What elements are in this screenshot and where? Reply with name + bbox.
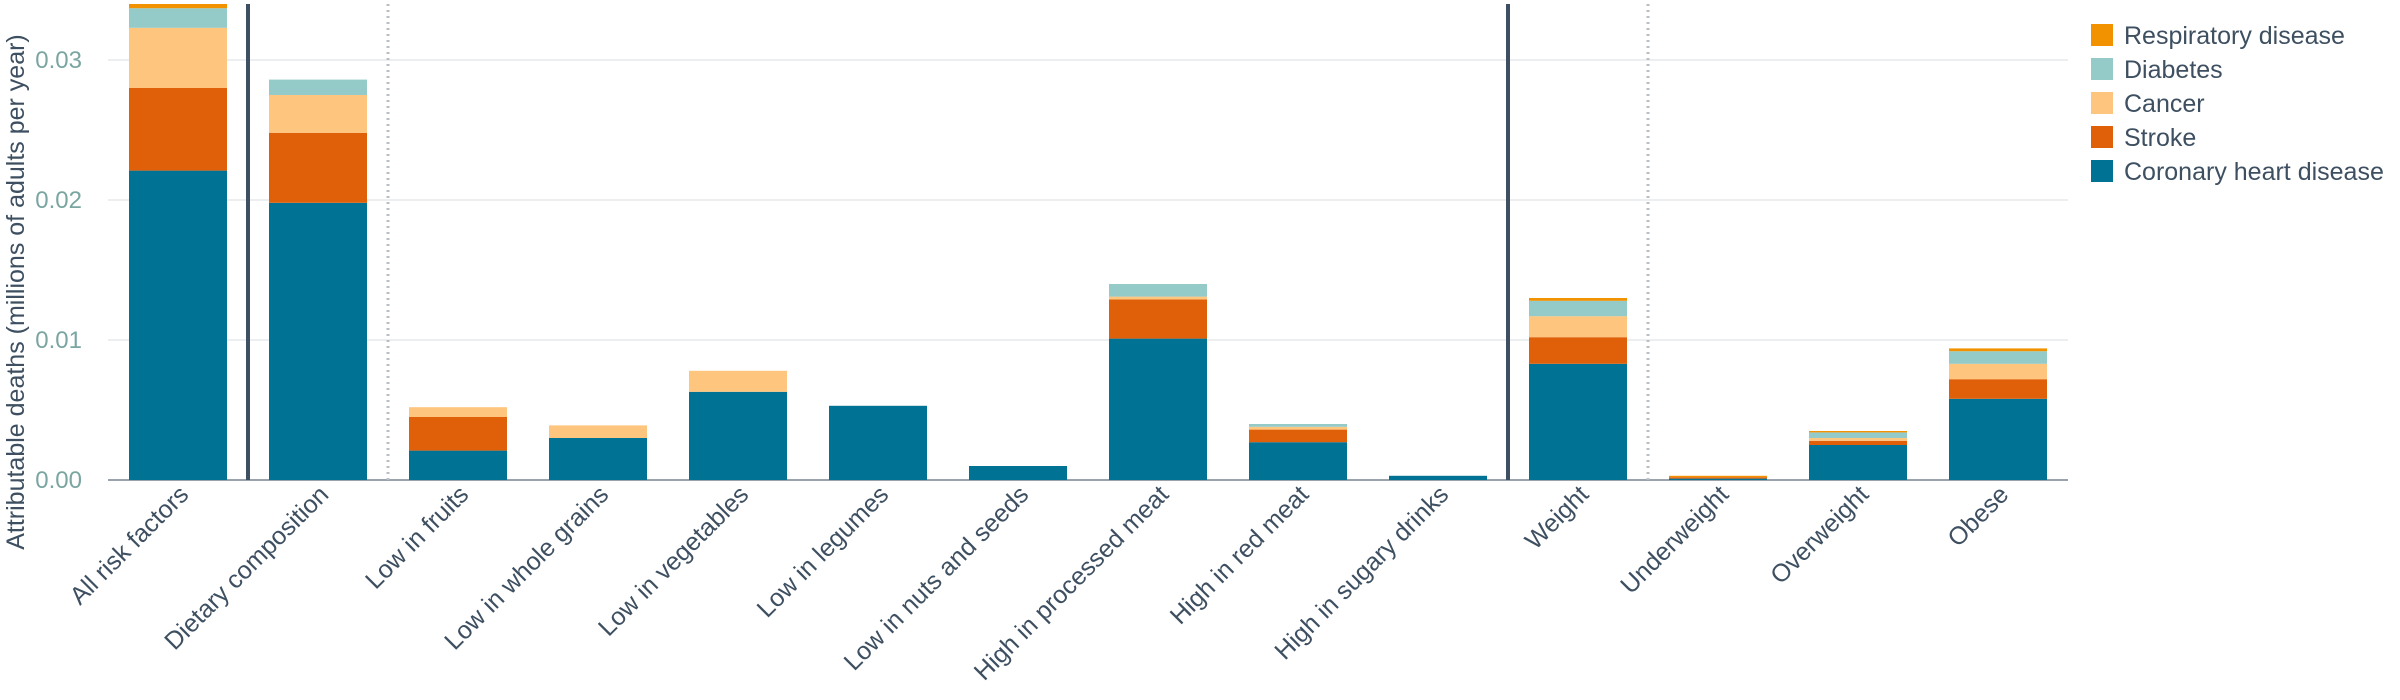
legend-label: Respiratory disease — [2124, 22, 2345, 50]
bar-segment — [129, 170, 227, 480]
legend-swatch — [2091, 160, 2113, 182]
legend-label: Cancer — [2124, 90, 2205, 118]
bar-segment — [549, 425, 647, 438]
bar-segment — [1249, 426, 1347, 430]
bar-segment — [1949, 348, 2047, 352]
legend-label: Coronary heart disease — [2124, 158, 2384, 186]
bar-segment — [1109, 338, 1207, 480]
y-tick-label: 0.02 — [35, 187, 82, 214]
bars — [129, 4, 2047, 481]
gridlines — [108, 59, 2068, 481]
bar-segment — [1109, 296, 1207, 300]
bar-segment — [549, 438, 647, 480]
x-tick-label: High in red meat — [1165, 480, 1315, 630]
bar-segment — [129, 27, 227, 88]
bar-segment — [129, 8, 227, 28]
bar-segment — [1809, 432, 1907, 438]
bar-segment — [409, 407, 507, 417]
bar-segment — [1529, 363, 1627, 480]
bar-segment — [1809, 438, 1907, 441]
bar-segment — [1809, 440, 1907, 445]
bar-segment — [409, 450, 507, 480]
y-tick-label: 0.01 — [35, 327, 82, 354]
bar-segment — [1949, 379, 2047, 399]
bar-segment — [1949, 398, 2047, 480]
bar-segment — [1809, 431, 1907, 433]
legend-swatch — [2091, 24, 2113, 46]
x-tick-label: Obese — [1942, 480, 2014, 552]
bar-segment — [269, 79, 367, 95]
x-tick-label: Low in fruits — [360, 480, 474, 594]
x-tick-label: Underweight — [1615, 480, 1734, 599]
bar-segment — [1529, 316, 1627, 338]
x-tick-label: Low in vegetables — [593, 480, 754, 641]
bar-segment — [1529, 298, 1627, 301]
bar-segment — [1949, 363, 2047, 380]
y-axis-ticks: 0.00 0.01 0.02 0.03 — [35, 47, 82, 494]
x-tick-label: Weight — [1520, 480, 1595, 555]
bar-segment — [1669, 478, 1767, 480]
bar-segment — [689, 391, 787, 480]
bar-segment — [1949, 351, 2047, 364]
bar-segment — [969, 466, 1067, 480]
legend-swatch — [2091, 92, 2113, 114]
bar-segment — [1669, 475, 1767, 478]
bar-segment — [1529, 300, 1627, 317]
y-tick-label: 0.00 — [35, 467, 82, 494]
bar-segment — [269, 202, 367, 481]
bar-segment — [269, 132, 367, 203]
bar-segment — [1109, 299, 1207, 339]
bar-segment — [1809, 445, 1907, 480]
bar-segment — [1249, 424, 1347, 427]
bar-segment — [1529, 337, 1627, 364]
bar-segment — [129, 4, 227, 9]
bar-segment — [129, 88, 227, 171]
x-tick-label: All risk factors — [64, 480, 194, 610]
bar-segment — [1389, 475, 1487, 480]
bar-segment — [409, 417, 507, 451]
bar-segment — [1249, 442, 1347, 480]
bar-segment — [269, 95, 367, 133]
x-tick-label: Low in legumes — [752, 480, 895, 623]
group-separators — [246, 4, 1650, 480]
bar-segment — [689, 370, 787, 392]
y-tick-label: 0.03 — [35, 47, 82, 74]
bar-segment — [829, 405, 927, 480]
legend: Respiratory disease Diabetes Cancer Stroke C… — [2091, 22, 2384, 186]
x-tick-label: Overweight — [1765, 480, 1874, 589]
legend-swatch — [2091, 58, 2113, 80]
legend-label: Stroke — [2124, 124, 2196, 152]
bar-segment — [1249, 429, 1347, 443]
y-axis-title: Attributable deaths (millions of adults … — [2, 34, 30, 550]
legend-swatch — [2091, 126, 2113, 148]
bar-segment — [1669, 477, 1767, 479]
bar-segment — [1109, 284, 1207, 297]
legend-label: Diabetes — [2124, 56, 2223, 84]
